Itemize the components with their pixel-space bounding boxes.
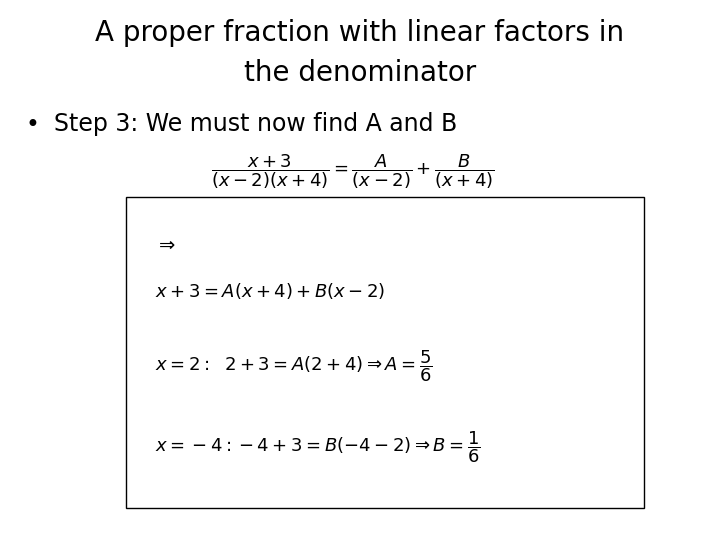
Text: $\Rightarrow$: $\Rightarrow$ [155,235,176,254]
Text: the denominator: the denominator [244,59,476,87]
Text: Step 3: We must now find A and B: Step 3: We must now find A and B [54,112,457,136]
Text: •: • [25,113,39,137]
Text: $x=-4{:}-4+3=B(-4-2)\Rightarrow B=\dfrac{1}{6}$: $x=-4{:}-4+3=B(-4-2)\Rightarrow B=\dfrac… [155,429,480,465]
Text: $x=2{:}\ \ 2+3=A(2+4)\Rightarrow A=\dfrac{5}{6}$: $x=2{:}\ \ 2+3=A(2+4)\Rightarrow A=\dfra… [155,348,433,384]
Text: $x+3=A(x+4)+B(x-2)$: $x+3=A(x+4)+B(x-2)$ [155,281,385,301]
Text: A proper fraction with linear factors in: A proper fraction with linear factors in [96,19,624,47]
FancyBboxPatch shape [126,197,644,508]
Text: $\dfrac{x+3}{(x-2)(x+4)} = \dfrac{A}{(x-2)}+\dfrac{B}{(x+4)}$: $\dfrac{x+3}{(x-2)(x+4)} = \dfrac{A}{(x-… [211,152,495,191]
